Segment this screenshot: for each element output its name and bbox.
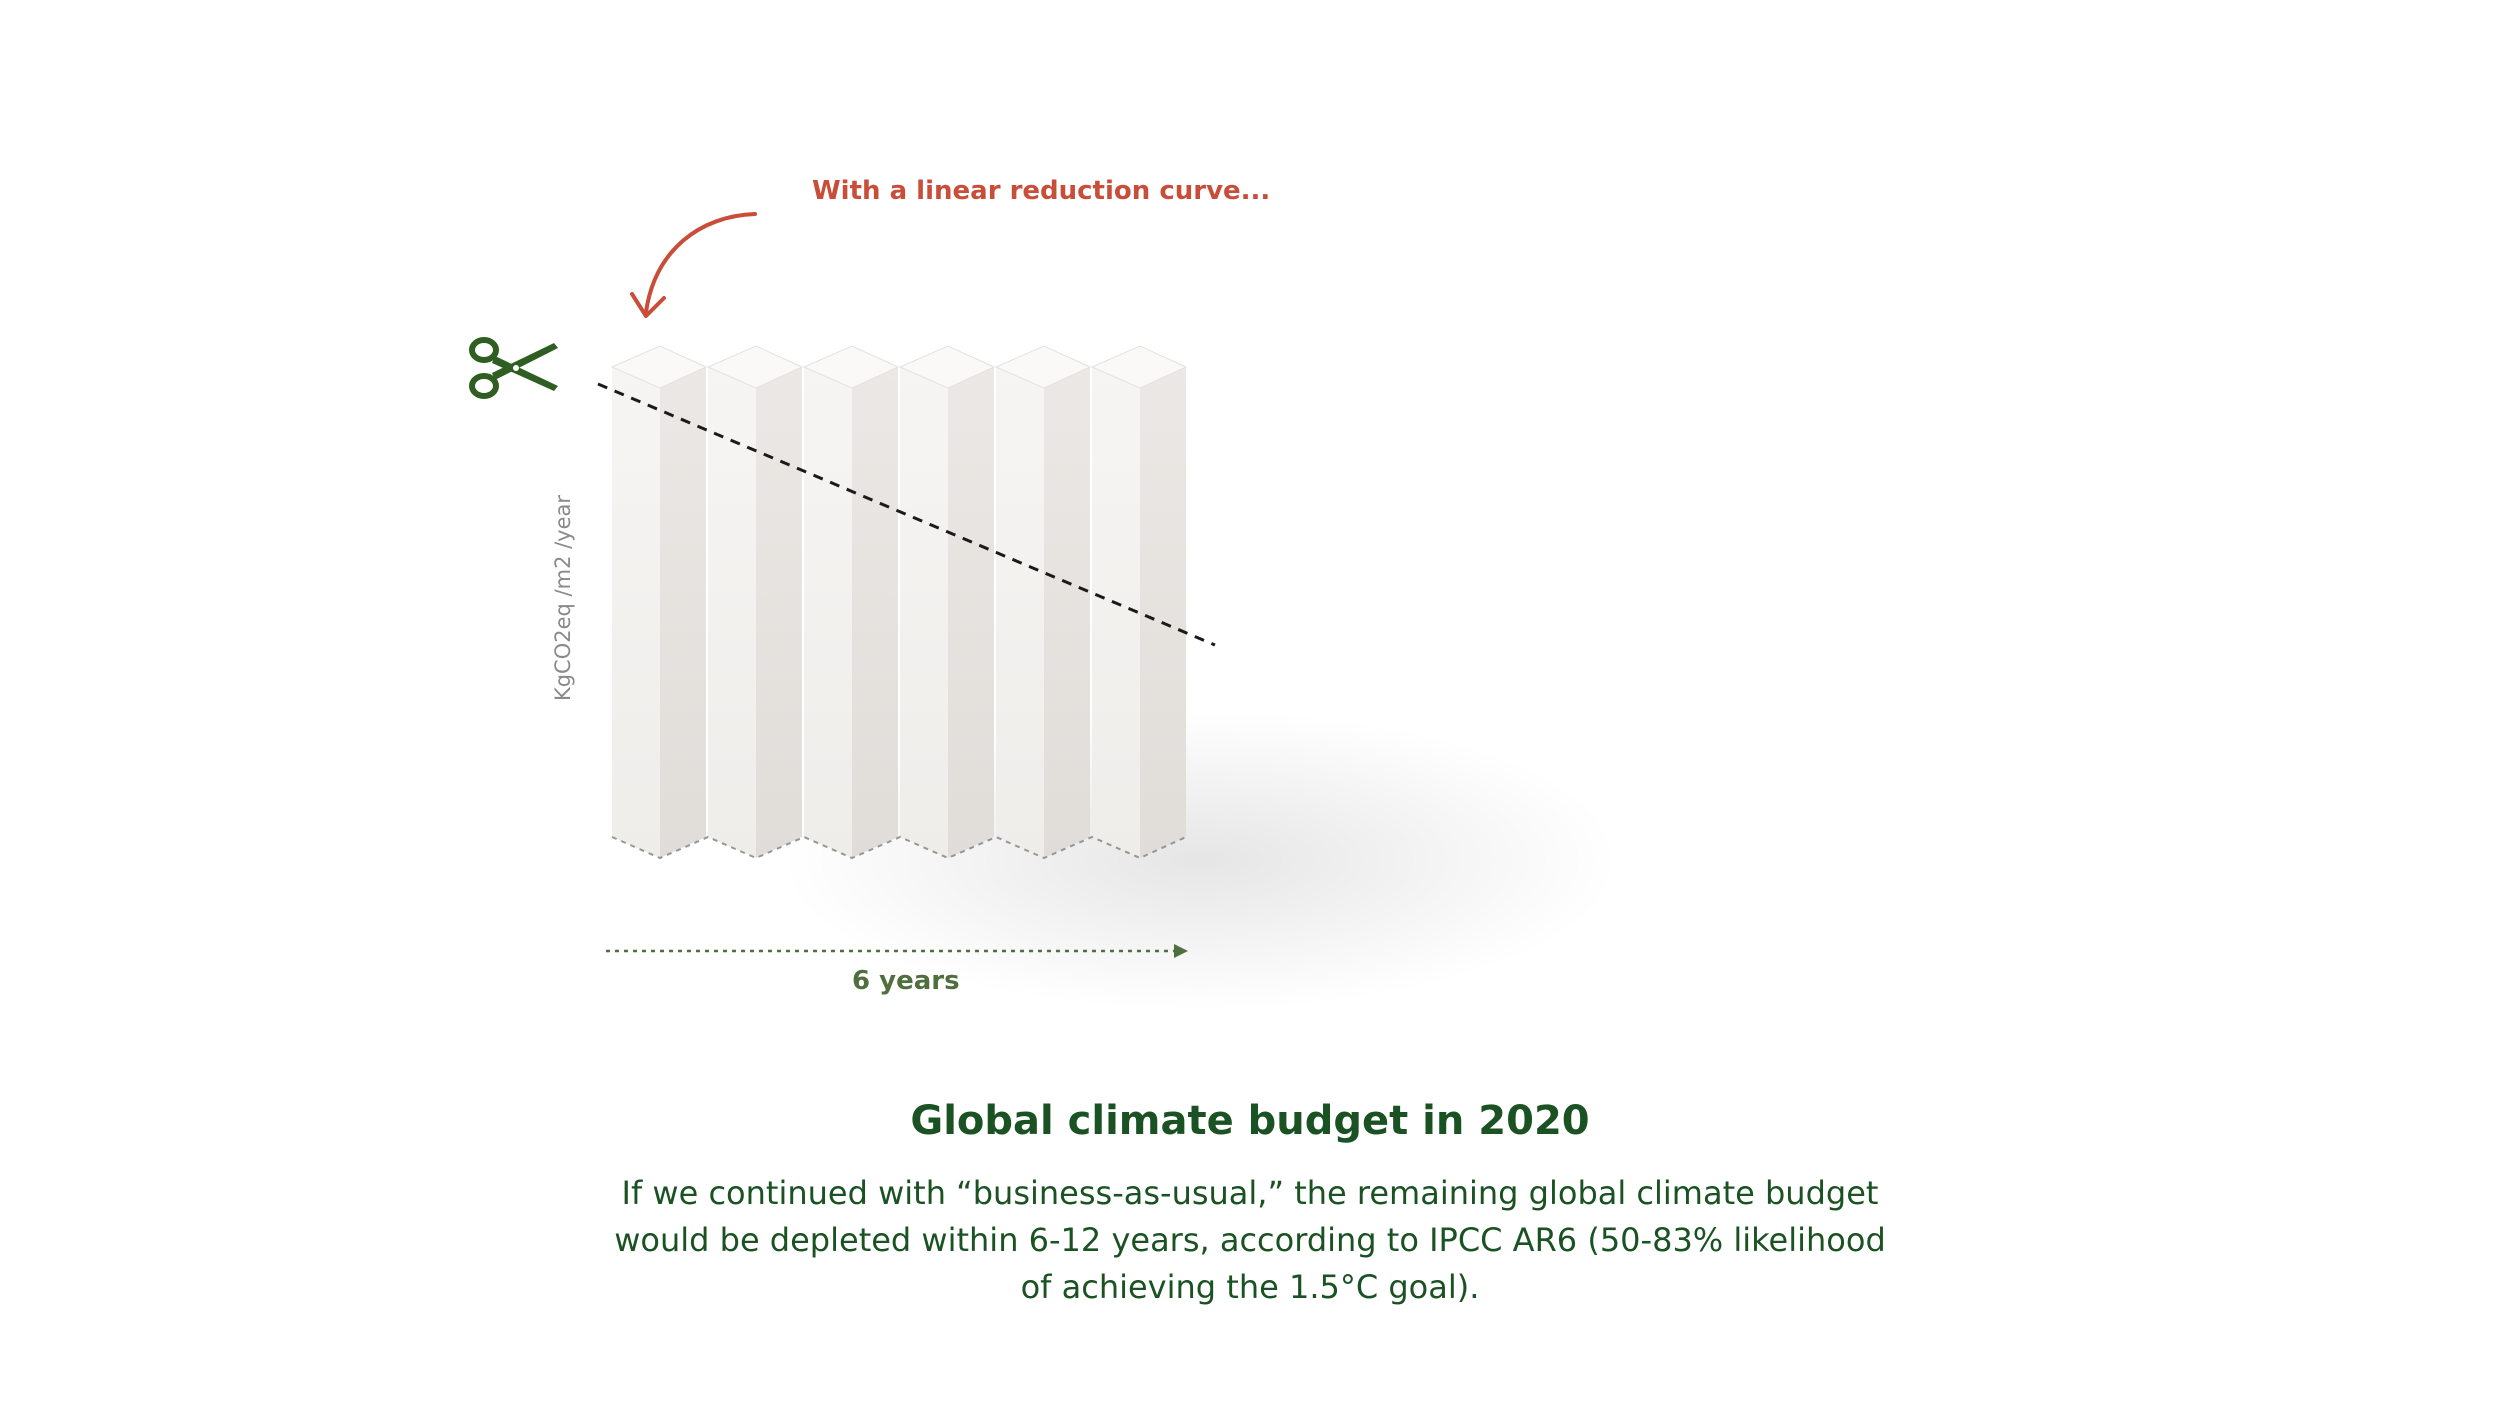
- column-front-face: [900, 367, 948, 858]
- column-top-face: [706, 345, 804, 389]
- caption-title: Global climate budget in 2020: [910, 1098, 1590, 1144]
- column-front-face: [804, 367, 852, 858]
- column-side-face: [948, 367, 994, 858]
- column-front-face: [996, 367, 1044, 858]
- y-axis-label: KgCO2eq /m2 /year: [551, 494, 575, 702]
- curved-arrow-icon: [630, 212, 757, 318]
- caption-body: If we continued with “business-as-usual,…: [614, 1174, 1886, 1306]
- budget-columns: [610, 345, 1188, 858]
- x-axis-arrow: [606, 944, 1188, 958]
- column-top-face: [1090, 345, 1188, 389]
- budget-column: [994, 345, 1092, 858]
- column-front-face: [612, 367, 660, 858]
- column-top-face: [802, 345, 900, 389]
- budget-column: [802, 345, 900, 858]
- linear-reduction-line: [597, 382, 1216, 647]
- x-axis-label: 6 years: [852, 966, 960, 996]
- column-side-face: [1140, 367, 1186, 858]
- budget-column: [1090, 345, 1188, 858]
- column-top-face: [994, 345, 1092, 389]
- scissors-icon: [469, 337, 558, 399]
- budget-column: [706, 345, 804, 858]
- base-zigzag-line: [611, 835, 1187, 860]
- column-top-face: [898, 345, 996, 389]
- column-front-face: [1092, 367, 1140, 858]
- column-side-face: [1044, 367, 1090, 858]
- column-side-face: [756, 367, 802, 858]
- budget-column: [610, 345, 708, 858]
- budget-column: [898, 345, 996, 858]
- annotation-text: With a linear reduction curve...: [812, 176, 1271, 206]
- column-side-face: [852, 367, 898, 858]
- column-side-face: [660, 367, 706, 858]
- column-top-face: [610, 345, 708, 389]
- column-front-face: [708, 367, 756, 858]
